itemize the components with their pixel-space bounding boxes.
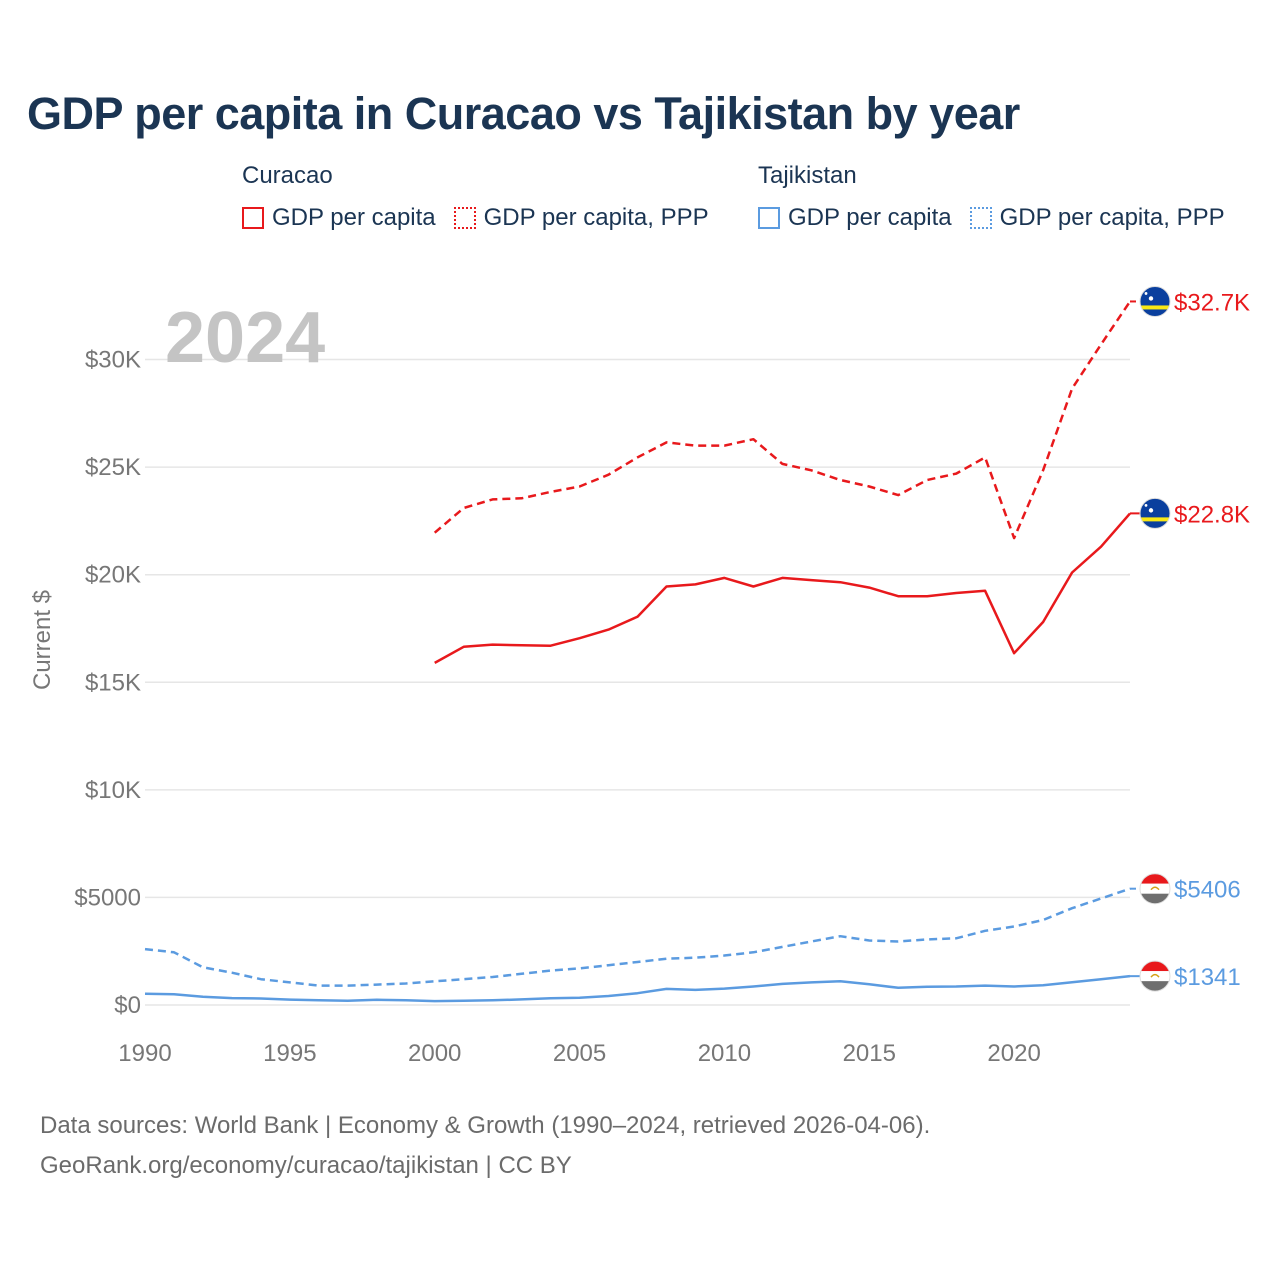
end-value-label: $1341 <box>1174 964 1241 991</box>
legend-group-tajikistan: Tajikistan GDP per capita GDP per capita… <box>758 162 1243 232</box>
series-line-0 <box>433 300 1132 540</box>
y-tick-label: $20K <box>85 562 141 589</box>
x-tick-label: 2010 <box>698 1040 751 1067</box>
legend-label: GDP per capita <box>272 204 436 231</box>
y-tick-label: $30K <box>85 347 141 374</box>
x-tick-label: 2000 <box>408 1040 461 1067</box>
legend-item-curacao-gdp[interactable]: GDP per capita <box>242 204 436 232</box>
y-tick-label: $10K <box>85 777 141 804</box>
y-axis-label: Current $ <box>29 590 56 690</box>
y-tick-label: $5000 <box>74 884 141 911</box>
x-tick-label: 1990 <box>118 1040 171 1067</box>
y-tick-label: $25K <box>85 454 141 481</box>
legend-swatch-solid <box>242 207 264 229</box>
y-tick-label: $0 <box>114 992 141 1019</box>
series-line-1 <box>434 512 1131 664</box>
legend-swatch-dotted <box>969 207 992 229</box>
legend-item-curacao-gdp-ppp[interactable]: GDP per capita, PPP <box>453 204 709 232</box>
year-watermark: 2024 <box>165 298 325 378</box>
legend-group-name: Tajikistan <box>758 162 857 189</box>
series-line-3 <box>144 974 1131 1003</box>
series-line-2 <box>144 887 1131 987</box>
legend-group-name: Curacao <box>242 162 333 189</box>
curacao-flag-icon <box>1139 285 1171 317</box>
end-value-label: $5406 <box>1174 877 1241 904</box>
legend-label: GDP per capita, PPP <box>483 204 709 231</box>
data-source-note: Data sources: World Bank | Economy & Gro… <box>40 1112 931 1139</box>
legend-label: GDP per capita <box>788 204 952 231</box>
tajikistan-flag-icon <box>1139 873 1171 905</box>
tajikistan-flag-icon <box>1139 960 1171 992</box>
end-value-label: $22.8K <box>1174 501 1250 528</box>
x-tick-label: 2005 <box>553 1040 606 1067</box>
curacao-flag-icon <box>1139 497 1171 529</box>
legend-label: GDP per capita, PPP <box>999 204 1225 231</box>
y-tick-label: $15K <box>85 669 141 696</box>
legend-item-tajikistan-gdp[interactable]: GDP per capita <box>758 204 952 232</box>
x-tick-label: 2020 <box>987 1040 1040 1067</box>
legend-swatch-solid <box>758 207 780 229</box>
footer: Data sources: World Bank | Economy & Gro… <box>40 1106 930 1186</box>
legend-swatch-dotted <box>453 207 476 229</box>
source-link[interactable]: GeoRank.org/economy/curacao/tajikistan |… <box>40 1152 572 1179</box>
legend-item-tajikistan-gdp-ppp[interactable]: GDP per capita, PPP <box>969 204 1225 232</box>
x-tick-label: 2015 <box>843 1040 896 1067</box>
legend-group-curacao: Curacao GDP per capita GDP per capita, P… <box>242 162 727 232</box>
page-title: GDP per capita in Curacao vs Tajikistan … <box>27 88 1020 139</box>
x-tick-label: 1995 <box>263 1040 316 1067</box>
end-value-label: $32.7K <box>1174 289 1250 316</box>
